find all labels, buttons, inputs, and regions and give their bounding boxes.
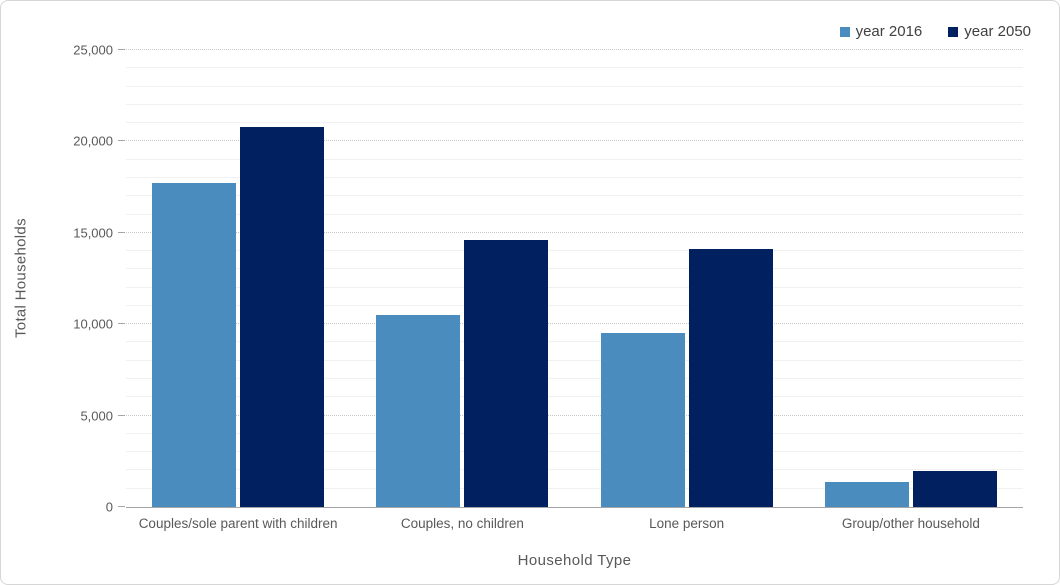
plot-area bbox=[126, 49, 1023, 508]
y-tick-label: 10,000 bbox=[73, 316, 113, 332]
y-tick-mark bbox=[118, 49, 125, 50]
y-tick-label: 25,000 bbox=[73, 42, 113, 58]
y-tick-label: 20,000 bbox=[73, 133, 113, 149]
minor-gridline bbox=[126, 432, 1023, 434]
minor-gridline bbox=[126, 103, 1023, 105]
y-tick-label: 15,000 bbox=[73, 225, 113, 241]
bar-year-2050 bbox=[464, 240, 549, 507]
minor-gridline bbox=[126, 378, 1023, 380]
minor-gridline bbox=[126, 304, 1023, 306]
major-gridline bbox=[126, 323, 1023, 325]
y-tick-label: 5,000 bbox=[80, 408, 113, 424]
minor-gridline bbox=[126, 451, 1023, 453]
y-tick-mark bbox=[118, 506, 125, 507]
bar-group bbox=[126, 50, 350, 507]
bar-group bbox=[350, 50, 574, 507]
minor-gridline bbox=[126, 359, 1023, 361]
y-axis-ticks bbox=[118, 49, 125, 507]
minor-gridline bbox=[126, 158, 1023, 160]
y-tick-mark bbox=[118, 414, 125, 416]
bar-group bbox=[575, 50, 799, 507]
x-tick-label: Lone person bbox=[649, 516, 725, 531]
minor-gridline bbox=[126, 469, 1023, 471]
x-axis-labels: Couples/sole parent with children Couples… bbox=[126, 514, 1023, 534]
major-gridline bbox=[126, 231, 1023, 233]
minor-gridline bbox=[126, 250, 1023, 252]
bar-group bbox=[799, 50, 1023, 507]
bar-groups bbox=[126, 50, 1023, 507]
minor-gridline bbox=[126, 396, 1023, 398]
x-tick-label: Couples, no children bbox=[400, 516, 524, 531]
major-gridline bbox=[126, 414, 1023, 416]
minor-gridline bbox=[126, 85, 1023, 87]
major-gridline bbox=[126, 49, 1023, 50]
legend-item-year-2050: year 2050 bbox=[948, 23, 1031, 40]
x-tick-label: Group/other household bbox=[841, 516, 980, 531]
bar-year-2050 bbox=[912, 471, 997, 507]
x-axis-title: Household Type bbox=[517, 552, 632, 569]
minor-gridline bbox=[126, 195, 1023, 197]
minor-gridline bbox=[126, 487, 1023, 489]
bar-year-2016 bbox=[152, 183, 237, 507]
major-gridline bbox=[126, 140, 1023, 142]
bar-year-2016 bbox=[824, 482, 909, 507]
minor-gridline bbox=[126, 122, 1023, 124]
bar-year-2050 bbox=[688, 249, 773, 507]
minor-gridline bbox=[126, 176, 1023, 178]
y-axis-labels: 0 5,000 10,000 15,000 20,000 25,000 bbox=[1, 43, 113, 515]
minor-gridline bbox=[126, 213, 1023, 215]
legend-swatch-year-2050-icon bbox=[948, 26, 959, 37]
y-tick-label: 0 bbox=[105, 499, 113, 515]
x-tick-label: Couples/sole parent with children bbox=[138, 516, 338, 531]
y-tick-mark bbox=[118, 140, 125, 142]
bar-year-2016 bbox=[600, 333, 685, 507]
legend-item-year-2016: year 2016 bbox=[839, 23, 923, 40]
bar-year-2016 bbox=[376, 315, 461, 507]
minor-gridline bbox=[126, 286, 1023, 288]
minor-gridline bbox=[126, 67, 1023, 69]
y-tick-mark bbox=[118, 323, 125, 325]
y-tick-mark bbox=[118, 231, 125, 233]
legend: year 2016 year 2050 bbox=[839, 23, 1031, 40]
minor-gridline bbox=[126, 341, 1023, 343]
bar-year-2050 bbox=[240, 126, 325, 507]
legend-label-year-2050: year 2050 bbox=[964, 23, 1031, 40]
legend-swatch-year-2016-icon bbox=[839, 26, 850, 37]
legend-label-year-2016: year 2016 bbox=[855, 23, 923, 40]
minor-gridline bbox=[126, 268, 1023, 270]
